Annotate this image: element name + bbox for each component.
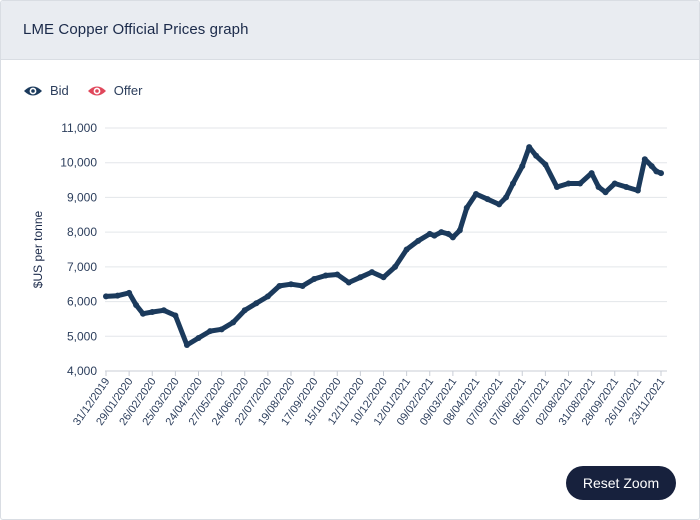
data-point (160, 307, 167, 314)
data-point (526, 144, 533, 151)
data-point (463, 204, 470, 211)
y-axis-title: $US per tonne (31, 210, 45, 288)
eye-icon (87, 86, 106, 95)
data-point (623, 184, 630, 191)
data-point (264, 293, 271, 300)
data-point (431, 232, 438, 239)
data-point (103, 293, 109, 300)
data-point (126, 289, 133, 296)
data-point (230, 319, 237, 326)
data-point (368, 269, 375, 276)
data-point (553, 184, 560, 191)
y-tick-label: 4,000 (67, 364, 97, 378)
data-point (253, 300, 260, 307)
data-point (648, 163, 655, 170)
data-point (140, 310, 146, 317)
data-point (299, 282, 306, 289)
data-point (195, 335, 202, 342)
legend-label-bid: Bid (50, 83, 69, 98)
panel-header: LME Copper Official Prices graph (1, 1, 699, 60)
data-point (183, 341, 190, 348)
data-point (415, 237, 422, 244)
data-point (641, 156, 648, 163)
reset-zoom-button[interactable]: Reset Zoom (566, 466, 676, 500)
y-tick-label: 7,000 (67, 260, 97, 274)
data-point (611, 180, 618, 187)
data-point (602, 189, 609, 196)
legend-label-offer: Offer (113, 83, 143, 98)
y-tick-label: 11,000 (61, 121, 97, 135)
data-point (241, 307, 248, 314)
data-point (133, 302, 140, 309)
data-point (445, 230, 452, 237)
data-point (473, 190, 479, 197)
data-point (345, 279, 352, 286)
data-point (565, 180, 572, 187)
data-point (392, 263, 399, 270)
data-point (357, 274, 364, 281)
data-point (533, 152, 540, 159)
data-point (577, 180, 584, 187)
data-point (426, 230, 433, 237)
data-point (658, 170, 664, 177)
data-point (503, 194, 510, 201)
data-point (276, 282, 283, 289)
data-point (311, 276, 318, 283)
data-point (519, 163, 526, 170)
data-point (403, 246, 410, 253)
data-point (218, 326, 225, 333)
data-point (334, 271, 341, 278)
y-tick-label: 10,000 (60, 156, 97, 170)
chart-legend: Bid Offer (23, 83, 142, 98)
eye-icon (24, 86, 42, 95)
legend-item-bid[interactable]: Bid (23, 83, 69, 98)
series-line-bid (103, 144, 664, 348)
data-point (595, 184, 602, 191)
legend-item-offer[interactable]: Offer (87, 83, 143, 98)
data-point (172, 312, 179, 319)
data-point (496, 201, 503, 208)
data-point (588, 170, 595, 177)
y-tick-label: 6,000 (67, 295, 97, 309)
data-point (380, 274, 387, 281)
data-point (438, 229, 445, 236)
y-tick-label: 9,000 (67, 190, 97, 204)
data-point (456, 227, 463, 234)
data-point (149, 308, 156, 315)
data-point (207, 328, 214, 335)
data-point (449, 234, 456, 241)
data-point (634, 187, 641, 194)
data-point (653, 168, 660, 175)
data-point (322, 272, 329, 279)
data-point (510, 180, 516, 187)
y-tick-label: 5,000 (67, 329, 97, 343)
data-point (114, 292, 121, 299)
data-point (542, 161, 549, 168)
data-point (288, 281, 294, 288)
y-tick-label: 8,000 (67, 225, 97, 239)
data-point (484, 196, 491, 203)
panel-title: LME Copper Official Prices graph (23, 21, 249, 38)
